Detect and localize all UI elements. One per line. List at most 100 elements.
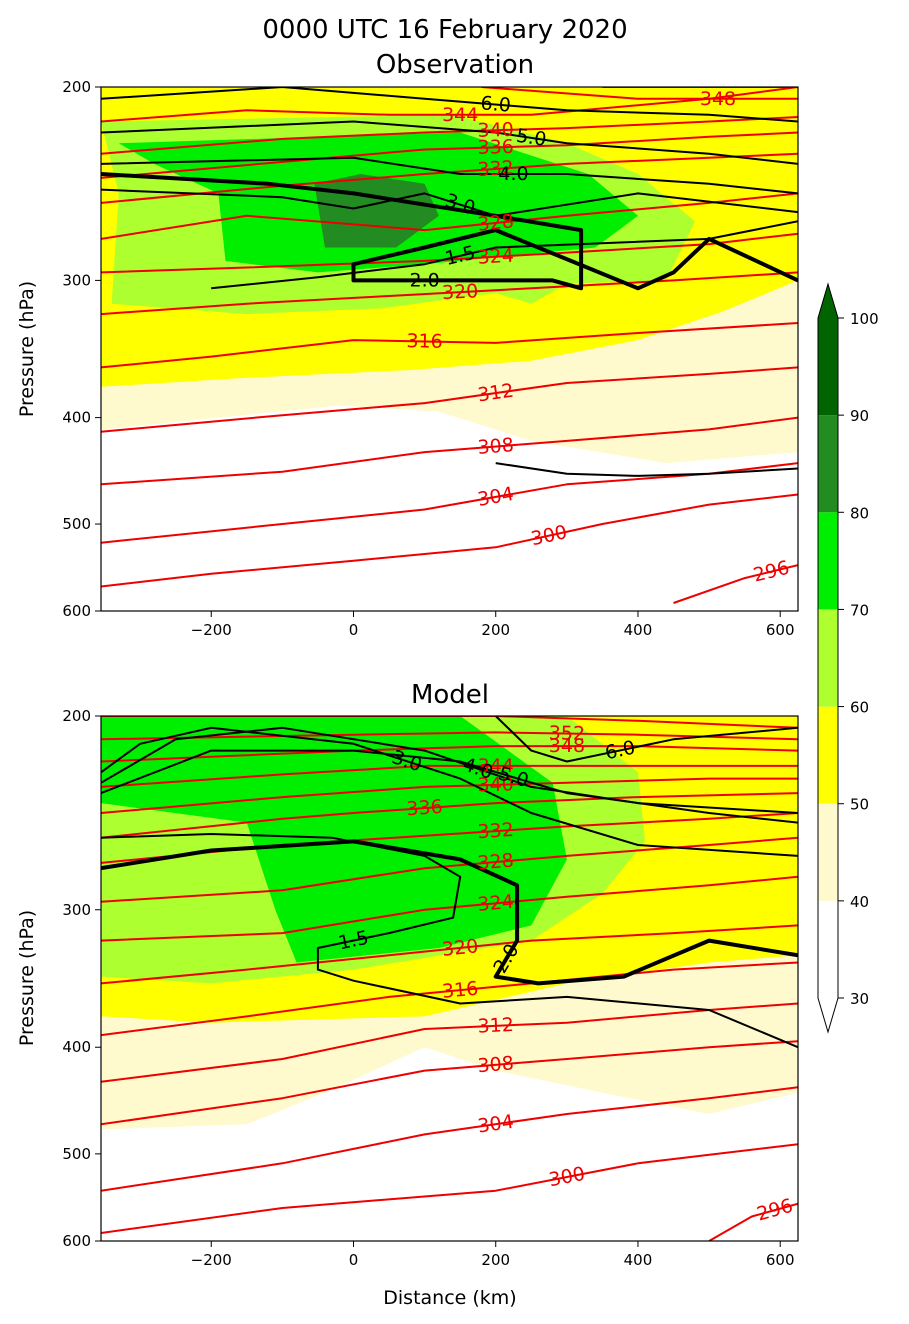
- obs-theta-label-0: 344: [442, 104, 478, 126]
- model-theta-label-6: 332: [477, 819, 515, 843]
- obs-pv-contour-5: [211, 220, 798, 290]
- observation-fills: [101, 87, 798, 464]
- model-theta-contour-4: [101, 777, 798, 814]
- model-y-tick-label-2: 400: [62, 1038, 91, 1056]
- model-x-tick-label-0: −200: [191, 1251, 232, 1269]
- model-y-tick-label-1: 300: [62, 901, 91, 919]
- model-fill-70-3: [101, 716, 567, 963]
- model-theta-label-13: 304: [476, 1111, 515, 1138]
- model-theta-contour-1: [101, 731, 798, 741]
- colorbar-segment-80: [818, 415, 838, 513]
- model-theta-contour-11: [101, 1002, 798, 1083]
- colorbar-segment-60: [818, 609, 838, 707]
- model-pv-contour-4: [101, 839, 798, 986]
- obs-theta-contour-5: [101, 152, 798, 204]
- model-theta-label-4: 340: [477, 773, 514, 796]
- obs-theta-label-9: 316: [406, 330, 443, 353]
- model-theta-contour-7: [101, 836, 798, 903]
- model-theta-label-7: 328: [477, 849, 515, 874]
- obs-theta-label-3: 340: [477, 119, 514, 142]
- obs-theta-label-14: 296: [751, 557, 791, 587]
- obs-pv-label-1: 5.0: [515, 125, 548, 151]
- colorbar-segment-40: [818, 803, 838, 901]
- colorbar-segment-90: [818, 284, 838, 416]
- model-y-tick-label-0: 200: [62, 707, 91, 725]
- model-frame: [100, 715, 799, 1242]
- obs-theta-label-1: 348: [700, 88, 736, 110]
- obs-pv-contour-1: [101, 120, 798, 165]
- obs-theta-label-10: 312: [476, 380, 515, 407]
- model-pv-contour-5: [101, 833, 798, 1049]
- x-axis-label: Distance (km): [383, 1287, 516, 1309]
- model-fills: [101, 716, 798, 1130]
- observation-pv-contours: [101, 87, 798, 477]
- model-theta-contour-10: [101, 961, 798, 1037]
- observation-panel-title: Observation: [376, 50, 534, 80]
- obs-pv-label-4: 2.0: [409, 269, 439, 291]
- obs-theta-contour-0: [101, 87, 798, 123]
- model-theta-contour-8: [101, 875, 798, 942]
- model-pv-contour-2: [101, 726, 798, 814]
- model-theta-label-5: 336: [406, 796, 444, 820]
- obs-x-tick-label-0: −200: [191, 621, 232, 639]
- model-theta-contour-15: [708, 1202, 798, 1241]
- model-pv-contour-3: [101, 726, 798, 857]
- model-y-axis-label: Pressure (hPa): [16, 910, 38, 1046]
- obs-theta-label-13: 300: [529, 521, 569, 550]
- model-theta-label-2: 348: [549, 735, 585, 757]
- colorbar-tick-label-30: 30: [850, 990, 869, 1008]
- obs-pv-contour-4: [101, 172, 798, 291]
- colorbar-segment-70: [818, 512, 838, 610]
- obs-pv-contour-0: [101, 87, 798, 123]
- model-panel: 3523483443403363323283243203163123083043…: [16, 707, 799, 1309]
- observation-frame: [100, 86, 799, 612]
- observation-panel: 3443483403363323283243203163123083043002…: [16, 78, 799, 639]
- model-x-tick-label-3: 400: [624, 1251, 653, 1269]
- obs-pv-label-2: 4.0: [498, 163, 528, 185]
- obs-theta-contour-4: [101, 131, 798, 179]
- model-theta-label-12: 308: [477, 1052, 515, 1077]
- obs-y-tick-label-2: 400: [62, 409, 91, 427]
- obs-y-tick-label-0: 200: [62, 78, 91, 96]
- model-x-tick-label-4: 600: [766, 1251, 795, 1269]
- figure-title: 0000 UTC 16 February 2020: [262, 15, 627, 45]
- obs-theta-contour-1: [481, 87, 798, 100]
- obs-theta-contour-9: [101, 322, 798, 369]
- model-theta-contour-14: [101, 1143, 798, 1234]
- obs-theta-contour-7: [101, 232, 798, 274]
- obs-theta-contour-11: [101, 416, 798, 486]
- model-x-ticks: −200 0 200 400 600: [191, 1241, 795, 1269]
- obs-theta-label-8: 320: [441, 280, 478, 304]
- observation-theta-contours: [101, 87, 798, 604]
- model-pv-contour-1: [101, 749, 798, 824]
- colorbar-tick-label-90: 90: [850, 407, 869, 425]
- obs-y-tick-label-1: 300: [62, 271, 91, 289]
- model-theta-label-15: 296: [754, 1195, 795, 1226]
- obs-theta-contour-8: [101, 271, 798, 316]
- colorbar-segment-50: [818, 706, 838, 804]
- obs-y-tick-label-4: 600: [62, 602, 91, 620]
- obs-theta-label-4: 336: [477, 136, 514, 159]
- model-theta-contour-9: [101, 924, 798, 985]
- model-y-tick-label-4: 600: [62, 1232, 91, 1250]
- colorbar-tick-label-50: 50: [850, 796, 869, 814]
- model-panel-title: Model: [411, 680, 489, 710]
- observation-y-ticks: 200 300 400 500 600: [62, 78, 101, 620]
- observation-x-ticks: −200 0 200 400 600: [191, 611, 795, 639]
- model-y-ticks: 200 300 400 500 600: [62, 707, 101, 1250]
- model-theta-label-14: 300: [547, 1163, 587, 1191]
- obs-pv-contour-3: [101, 188, 798, 217]
- obs-pv-label-0: 6.0: [480, 92, 512, 116]
- model-theta-label-9: 320: [441, 935, 479, 961]
- model-theta-contours: [101, 716, 798, 1241]
- obs-x-tick-label-1: 0: [349, 621, 359, 639]
- model-theta-label-1: 352: [549, 722, 586, 745]
- observation-y-axis-label: Pressure (hPa): [16, 281, 38, 417]
- obs-theta-contour-6: [101, 192, 798, 240]
- colorbar-tick-label-60: 60: [850, 699, 869, 717]
- obs-theta-label-5: 332: [477, 157, 515, 181]
- obs-x-tick-label-4: 600: [766, 621, 795, 639]
- model-theta-contour-12: [101, 1040, 798, 1126]
- model-x-tick-label-2: 200: [481, 1251, 510, 1269]
